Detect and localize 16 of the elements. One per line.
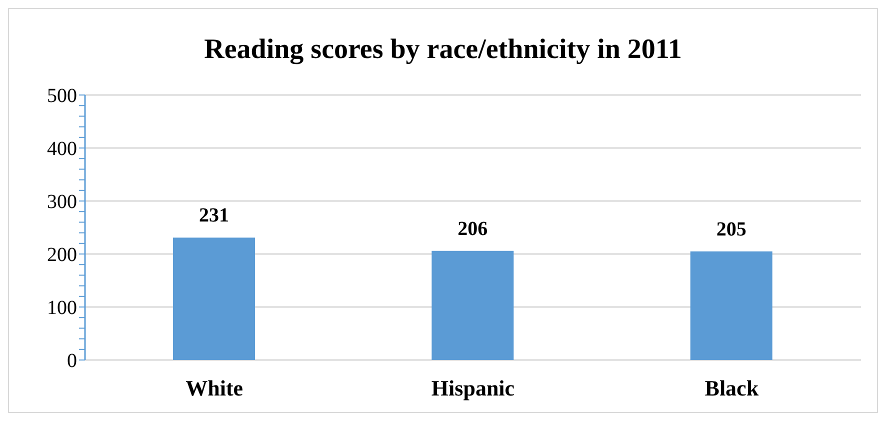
bar xyxy=(432,250,514,360)
y-tick-label: 400 xyxy=(47,138,77,160)
data-label: 231 xyxy=(199,204,229,227)
data-label: 205 xyxy=(716,218,746,240)
y-tick-label: 300 xyxy=(47,191,77,214)
y-tick-label: 100 xyxy=(47,297,77,320)
data-label: 206 xyxy=(458,218,488,240)
bar xyxy=(173,238,255,360)
y-tick-label: 200 xyxy=(47,244,77,266)
x-tick-label: White xyxy=(186,376,244,401)
chart-title: Reading scores by race/ethnicity in 2011 xyxy=(203,33,683,67)
y-tick-label: 500 xyxy=(47,85,77,108)
y-tick-label: 0 xyxy=(67,350,77,372)
bar xyxy=(690,251,772,360)
x-tick-label: Black xyxy=(704,376,760,401)
x-tick-label: Hispanic xyxy=(431,376,515,401)
